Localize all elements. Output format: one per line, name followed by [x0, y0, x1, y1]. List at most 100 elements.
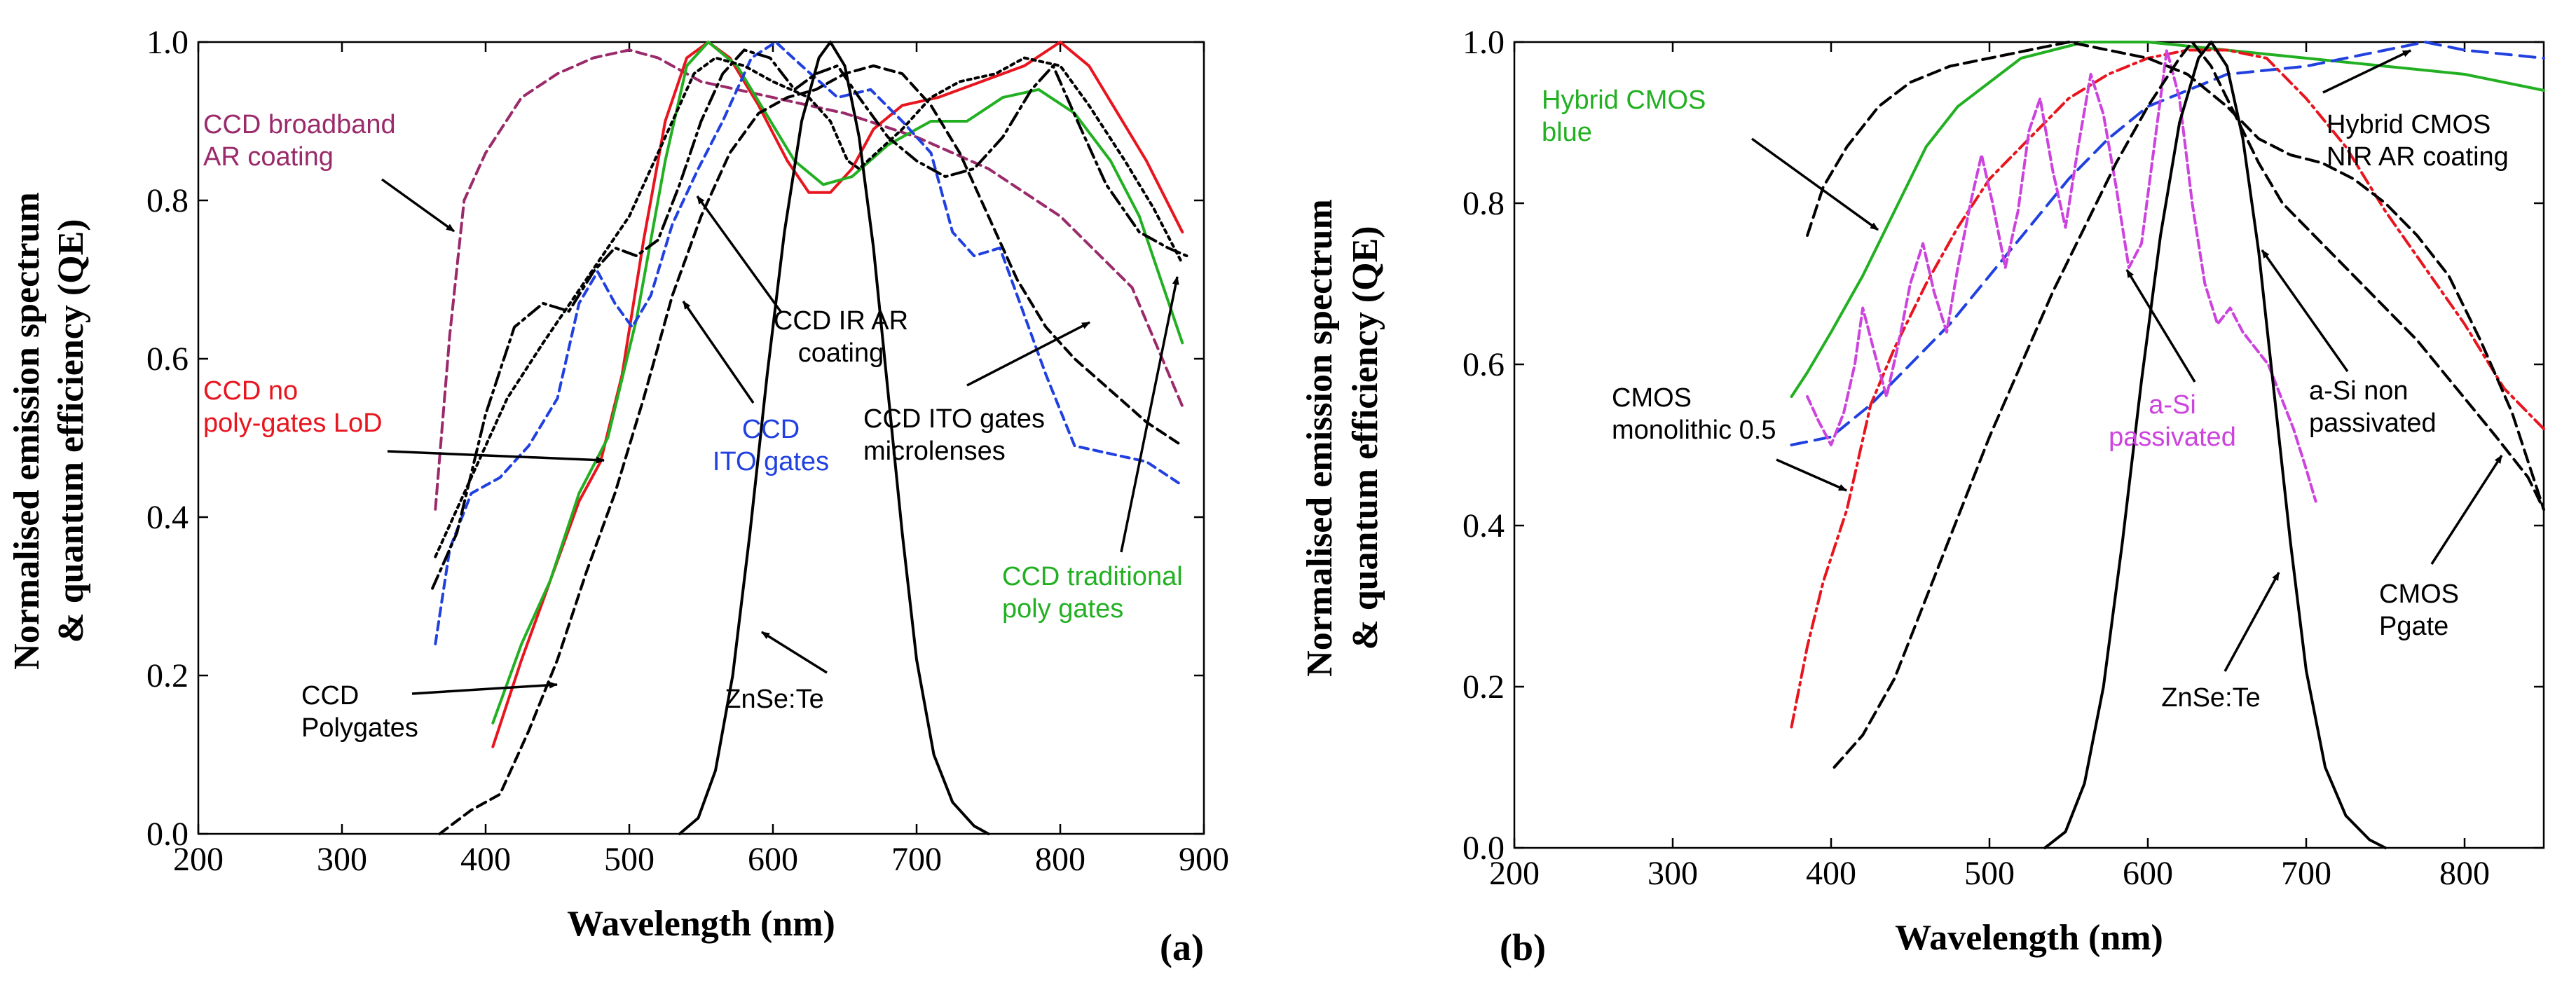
annotation-arrow: [1120, 276, 1179, 553]
annotation-text: microlenses: [863, 437, 1006, 466]
x-tick-label: 600: [2123, 855, 2173, 892]
annotation-text: Hybrid CMOS: [1542, 85, 1706, 115]
annotation-text: ZnSe:Te: [725, 685, 824, 714]
y-tick-label: 0.0: [1462, 830, 1505, 867]
annotation-text: CMOS: [2379, 579, 2459, 609]
annotation-cmos-monolithic-0-5: CMOS monolithic 0.5: [1612, 383, 1847, 492]
annotation-hybrid-cmos-nir-ar-coating: Hybrid CMOS NIR AR coating: [2322, 49, 2509, 172]
annotation-arrow: [682, 301, 755, 404]
annotation-text: passivated: [2309, 409, 2437, 438]
annotation-ccd-ito-gates-microlenses: CCD ITO gates microlenses: [863, 321, 1090, 466]
annotation-text: CCD ITO gates: [863, 404, 1045, 434]
series-line-cmos-pgate: [1806, 41, 2545, 511]
annotation-text: poly gates: [1002, 594, 1123, 624]
annotation-arrow: [761, 631, 828, 674]
annotation-text: CCD: [742, 415, 800, 444]
annotation-ccd-no-poly-gates-lod: CCD no poly-gates LoD: [203, 376, 605, 464]
annotation-text: CCD broadband: [203, 110, 396, 139]
x-tick-label: 300: [317, 841, 367, 878]
y-axis-label-line: Normalised emission spectrum: [1300, 199, 1340, 677]
annotation-ccd-broadband-ar-coating: CCD broadband AR coating: [203, 110, 455, 233]
annotation-arrow: [2125, 269, 2196, 383]
annotation-text: a-Si: [2149, 390, 2196, 420]
annotation-arrow: [381, 178, 455, 233]
x-axis-label: Wavelength (nm): [1895, 918, 2163, 958]
x-tick-label: 500: [604, 841, 655, 878]
annotation-text: Hybrid CMOS: [2327, 110, 2491, 139]
series-line-a-si-non-passivated: [1832, 41, 2545, 769]
annotation-a-si-passivated: a-Si passivated: [2109, 269, 2236, 452]
annotation-arrow: [696, 195, 783, 314]
y-axis-label-line: Normalised emission spectrum: [7, 192, 47, 670]
annotation-text: a-Si non: [2309, 376, 2409, 406]
annotation-text: Pgate: [2379, 612, 2448, 641]
annotation-znse-te: ZnSe:Te: [725, 631, 828, 714]
annotation-text: poly-gates LoD: [203, 409, 383, 438]
y-tick-label: 0.2: [1462, 668, 1505, 706]
annotation-arrow: [387, 450, 605, 464]
x-tick-label: 400: [460, 841, 511, 878]
y-axis-label-line: & quantum efficiency (QE): [51, 219, 91, 643]
y-tick-label: 0.6: [146, 341, 189, 378]
y-axis-label-line: & quantum efficiency (QE): [1345, 226, 1385, 650]
annotation-text: passivated: [2109, 423, 2236, 452]
x-tick-label: 200: [1489, 855, 1540, 892]
annotation-text: ZnSe:Te: [2161, 683, 2261, 713]
y-tick-label: 0.0: [146, 816, 189, 853]
series-line-znse-te: [2043, 41, 2387, 849]
annotation-text: coating: [798, 338, 884, 368]
series-line-hybrid-cmos-blue: [1790, 41, 2545, 398]
x-tick-label: 500: [1964, 855, 2015, 892]
annotation-text: ITO gates: [713, 447, 829, 476]
annotation-znse-te: ZnSe:Te: [2161, 572, 2280, 713]
annotation-arrow: [2322, 49, 2411, 94]
annotation-ccd-ito-gates: CCD ITO gates: [682, 301, 829, 476]
annotation-text: NIR AR coating: [2327, 142, 2509, 172]
annotation-text: CCD no: [203, 376, 298, 406]
annotation-arrow: [2430, 455, 2503, 565]
x-tick-label: 400: [1806, 855, 1856, 892]
annotation-text: monolithic 0.5: [1612, 416, 1776, 445]
x-tick-label: 300: [1647, 855, 1698, 892]
chart-panel-b: 200 300 400 500 600 700 800 0.0 0.2 0.4 0.6 0.8 1.0 W…: [1300, 24, 2545, 968]
series-line-hybrid-cmos-nir-ar-coating: [1790, 41, 2545, 446]
annotation-cmos-pgate: CMOS Pgate: [2379, 455, 2503, 641]
annotation-arrow: [411, 681, 558, 695]
series-line-ccd-traditional-poly-gates: [491, 41, 1184, 725]
annotation-ccd-traditional-poly-gates: CCD traditional poly gates: [1002, 276, 1183, 624]
x-tick-label: 200: [173, 841, 224, 878]
y-tick-label: 0.4: [146, 499, 189, 536]
x-axis-label: Wavelength (nm): [567, 904, 835, 944]
x-tick-label: 900: [1179, 841, 1229, 878]
y-tick-label: 0.2: [146, 657, 189, 694]
annotation-arrow: [1751, 137, 1879, 231]
series-line-znse-te: [678, 41, 990, 835]
x-tick-label: 800: [1035, 841, 1085, 878]
annotation-arrow: [2261, 249, 2349, 373]
y-tick-label: 1.0: [1462, 24, 1505, 61]
x-tick-label: 700: [2281, 855, 2331, 892]
series-line-ccd-polygates: [431, 48, 1188, 590]
x-tick-label: 800: [2439, 855, 2490, 892]
annotation-arrow: [1776, 458, 1847, 492]
x-tick-label: 700: [891, 841, 942, 878]
chart-panel-a: 200 300 400 500 600 700 800 900 0.0 0.2 0.4 0.6 0.8 1…: [7, 24, 1229, 968]
annotation-text: CCD IR AR: [774, 306, 908, 336]
annotation-text: Polygates: [301, 713, 418, 743]
series-line-ccd-broadband-ar-coating: [434, 48, 1184, 511]
annotation-a-si-non-passivated: a-Si non passivated: [2261, 249, 2437, 438]
panel-label: (a): [1160, 926, 1204, 968]
plot-frame: [197, 41, 1205, 835]
panel-label: (b): [1500, 926, 1546, 968]
y-tick-label: 1.0: [146, 24, 189, 61]
annotation-text: blue: [1542, 118, 1592, 147]
series-line-cmos-monolithic-0-5: [1790, 48, 2545, 729]
series-group: [1790, 41, 2545, 849]
plot-frame: [1513, 41, 2545, 849]
y-tick-label: 0.4: [1462, 507, 1505, 544]
annotation-text: CCD traditional: [1002, 562, 1183, 591]
series-line-a-si-passivated: [1806, 48, 2317, 503]
